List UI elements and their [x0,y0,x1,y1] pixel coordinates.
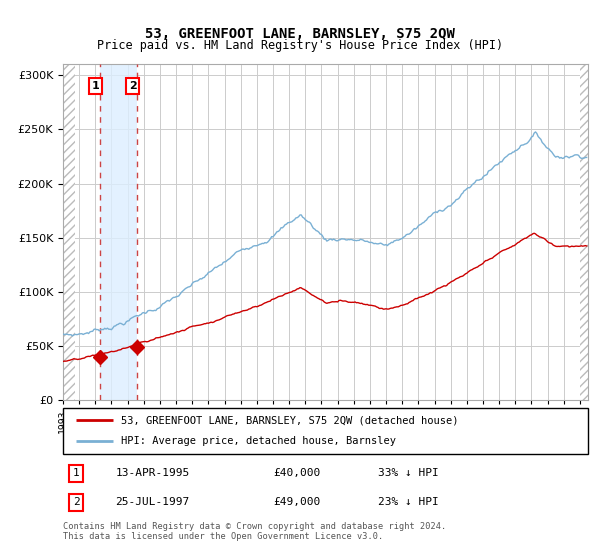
Text: 2: 2 [73,497,79,507]
Text: £49,000: £49,000 [273,497,320,507]
Bar [63,64,75,400]
Text: 25-JUL-1997: 25-JUL-1997 [115,497,190,507]
FancyBboxPatch shape [63,408,588,454]
Text: Contains HM Land Registry data © Crown copyright and database right 2024.
This d: Contains HM Land Registry data © Crown c… [63,522,446,542]
Text: 13-APR-1995: 13-APR-1995 [115,468,190,478]
Text: 2: 2 [129,81,136,91]
Text: Price paid vs. HM Land Registry's House Price Index (HPI): Price paid vs. HM Land Registry's House … [97,39,503,53]
Text: 53, GREENFOOT LANE, BARNSLEY, S75 2QW: 53, GREENFOOT LANE, BARNSLEY, S75 2QW [145,27,455,41]
Text: 53, GREENFOOT LANE, BARNSLEY, S75 2QW (detached house): 53, GREENFOOT LANE, BARNSLEY, S75 2QW (d… [121,415,458,425]
Text: 23% ↓ HPI: 23% ↓ HPI [378,497,439,507]
Text: 1: 1 [73,468,79,478]
Bar [100,64,137,400]
Text: 33% ↓ HPI: 33% ↓ HPI [378,468,439,478]
Text: £40,000: £40,000 [273,468,320,478]
Text: 1: 1 [92,81,100,91]
Text: HPI: Average price, detached house, Barnsley: HPI: Average price, detached house, Barn… [121,436,396,446]
Bar [580,64,588,400]
